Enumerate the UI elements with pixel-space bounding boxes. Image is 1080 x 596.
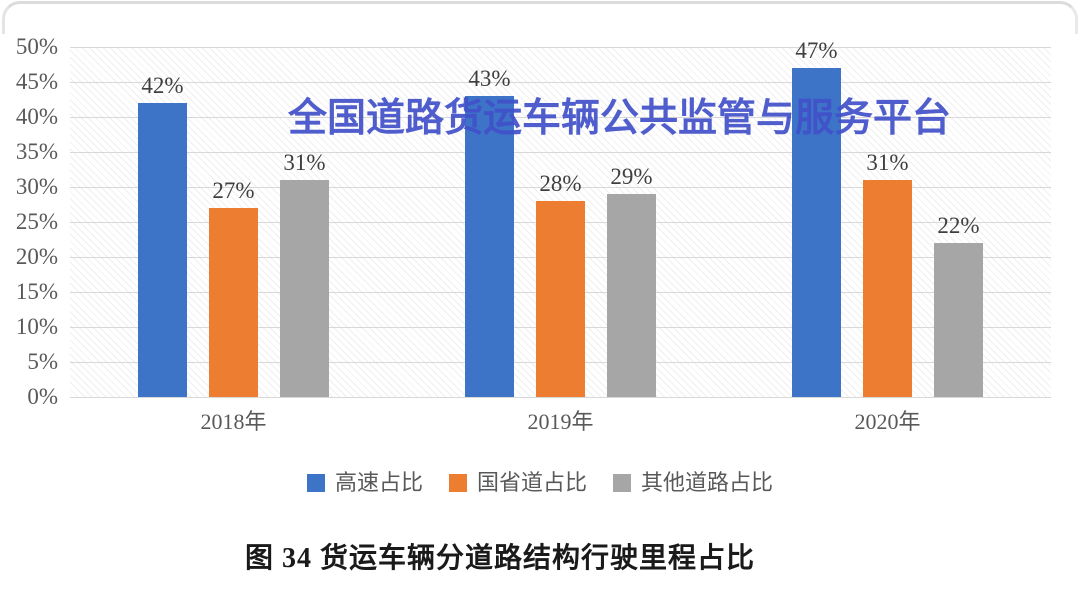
gridline [70, 81, 1051, 83]
gridline [70, 396, 1051, 398]
bar [138, 103, 187, 397]
legend-item: 高速占比 [306, 470, 423, 496]
gridline [70, 116, 1051, 118]
legend-swatch-icon [306, 474, 325, 492]
card-top-edge [2, 1, 1078, 34]
y-tick-label: 45% [15, 69, 58, 94]
legend-item: 其他道路占比 [613, 470, 773, 496]
bar-value-label: 28% [539, 171, 582, 196]
bar-value-label: 27% [212, 178, 255, 203]
bar-value-label: 22% [937, 213, 980, 238]
y-tick-label: 10% [15, 314, 58, 339]
bar-value-label: 31% [866, 150, 909, 175]
legend: 高速占比 国省道占比 其他道路占比 [0, 468, 1080, 498]
y-tick-label: 20% [15, 244, 58, 269]
bar-value-label: 43% [468, 66, 511, 91]
x-tick-label: 2018年 [200, 409, 267, 434]
legend-swatch-icon [613, 474, 631, 492]
bar [536, 201, 585, 397]
bar-value-label: 29% [610, 164, 653, 189]
watermark: 全国道路货运车辆公共监管与服务平台 [288, 96, 952, 141]
bar-value-label: 31% [283, 150, 326, 175]
bar-value-label: 47% [795, 38, 838, 63]
bar [465, 96, 514, 397]
y-tick-label: 5% [27, 349, 58, 374]
y-tick-label: 30% [15, 174, 58, 199]
y-tick-label: 35% [15, 139, 58, 164]
y-tick-label: 15% [15, 279, 58, 304]
y-tick-label: 40% [15, 104, 58, 129]
bar [280, 180, 329, 397]
x-tick-label: 2019年 [527, 409, 594, 434]
gridline [70, 151, 1051, 153]
legend-label: 其他道路占比 [641, 470, 774, 495]
figure-caption: 图 34 货运车辆分道路结构行驶里程占比 [244, 543, 755, 574]
y-tick-label: 0% [27, 384, 58, 409]
gridline [70, 46, 1051, 48]
gridline [70, 186, 1051, 188]
bar [863, 180, 912, 397]
y-tick-label: 25% [15, 209, 58, 234]
bar-value-label: 42% [141, 73, 184, 98]
legend-label: 国省道占比 [476, 470, 587, 495]
bar [209, 208, 258, 397]
y-tick-label: 50% [15, 34, 58, 59]
bar [607, 194, 656, 397]
bar [934, 243, 983, 397]
legend-item: 国省道占比 [448, 470, 587, 496]
bar [792, 68, 841, 397]
legend-swatch-icon [448, 474, 467, 492]
legend-label: 高速占比 [334, 470, 423, 495]
x-tick-label: 2020年 [854, 409, 921, 434]
